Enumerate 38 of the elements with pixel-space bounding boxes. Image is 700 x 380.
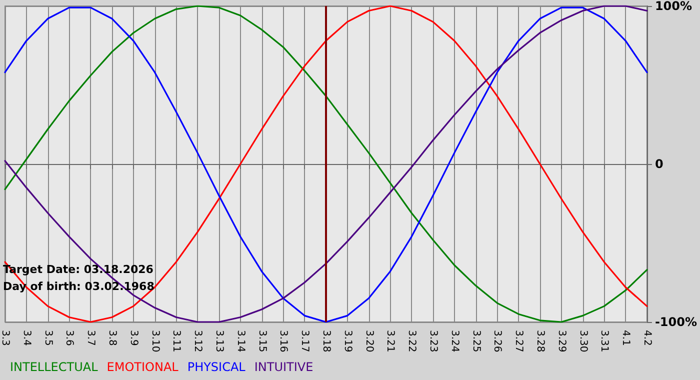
text: PHYSICAL (187, 360, 246, 374)
x-tick-label: 3.6 (64, 330, 75, 346)
x-tick-label: 3.11 (170, 330, 182, 352)
x-tick-label: 3.29 (556, 330, 567, 352)
x-tick-label: 3.3 (0, 330, 10, 346)
text: EMOTIONAL (106, 360, 179, 374)
x-tick-label: 3.28 (534, 330, 546, 352)
y-tick-label: 100% (654, 0, 692, 13)
x-tick-label: 3.16 (278, 330, 289, 352)
y-tick-label: 0 (654, 157, 664, 171)
x-tick-label: 3.15 (256, 330, 268, 352)
x-tick-label: 3.26 (492, 330, 503, 352)
x-tick-label: 3.5 (42, 330, 54, 346)
x-tick-label: 3.4 (20, 330, 32, 346)
x-tick-label: 3.30 (577, 330, 588, 352)
x-tick-label: 3.7 (85, 330, 96, 346)
text: INTELLECTUAL (10, 360, 98, 374)
x-tick-label: 4.1 (620, 330, 632, 346)
x-tick-label: 3.14 (234, 330, 246, 352)
x-tick-label: 3.25 (470, 330, 482, 352)
x-tick-label: 3.12 (192, 330, 204, 352)
y-tick-label: -100% (654, 315, 698, 329)
x-tick-label: 3.21 (384, 330, 396, 352)
x-tick-label: 4.2 (641, 330, 652, 346)
x-tick-label: 3.27 (513, 330, 524, 352)
x-tick-label: 3.18 (320, 330, 332, 352)
x-tick-label: 3.13 (213, 330, 224, 352)
x-tick-label: 3.19 (342, 330, 353, 352)
x-tick-label: 3.22 (406, 330, 418, 352)
x-tick-label: 3.23 (427, 330, 438, 352)
x-tick-label: 3.24 (448, 330, 460, 352)
x-tick-label: 3.10 (149, 330, 160, 352)
x-tick-label: 3.20 (363, 330, 374, 352)
x-tick-label: 3.9 (128, 330, 139, 346)
text: INTUITIVE (254, 360, 314, 374)
x-tick-label: 3.8 (106, 330, 118, 346)
x-tick-label: 3.17 (299, 330, 310, 352)
x-tick-label: 3.31 (598, 330, 610, 352)
